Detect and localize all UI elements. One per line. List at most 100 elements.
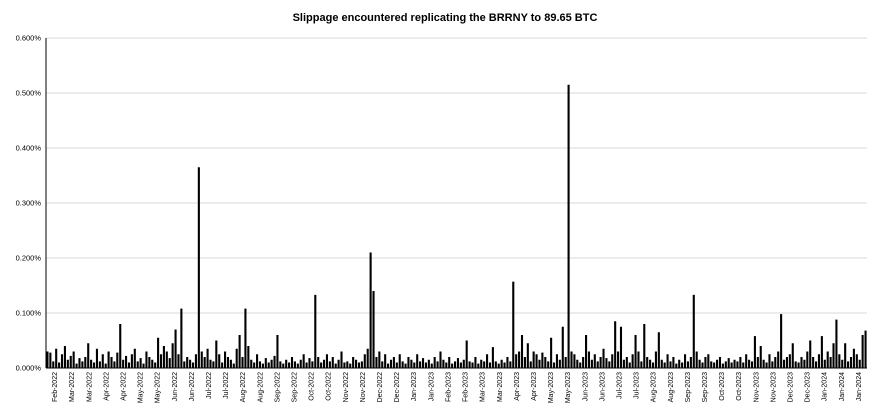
x-tick-label: Aug-2023 xyxy=(651,372,658,402)
bar xyxy=(759,346,762,368)
bar xyxy=(748,359,751,368)
bar xyxy=(657,332,660,368)
bar xyxy=(844,343,847,368)
bar xyxy=(483,361,486,368)
x-tick-label: Apr-2022 xyxy=(103,372,110,401)
bar xyxy=(104,363,107,368)
bar xyxy=(550,337,553,368)
bar xyxy=(727,358,730,368)
bar xyxy=(756,357,759,368)
x-tick-label: Oct-2023 xyxy=(719,372,726,401)
bar xyxy=(343,362,346,368)
bar xyxy=(235,348,238,368)
bar xyxy=(710,361,713,368)
bar xyxy=(180,308,183,368)
bar xyxy=(762,359,765,368)
bar xyxy=(509,361,512,368)
bar xyxy=(815,361,818,368)
bar xyxy=(352,357,355,368)
bar xyxy=(777,351,780,368)
x-tick-label: Sep-2022 xyxy=(292,372,299,402)
bar xyxy=(226,357,230,368)
y-tick-label: 0.000% xyxy=(16,364,42,373)
bar xyxy=(573,354,576,368)
x-tick-label: Oct-2023 xyxy=(736,372,743,401)
bar xyxy=(314,294,317,368)
y-tick-label: 0.600% xyxy=(16,34,42,43)
bar xyxy=(832,343,835,368)
bar xyxy=(334,363,337,368)
bar xyxy=(666,354,669,368)
bar xyxy=(855,354,858,368)
bar xyxy=(302,354,305,368)
y-axis-tick-labels: 0.000% 0.100% 0.200% 0.300% 0.400% 0.500% 0.60… xyxy=(16,34,42,373)
x-tick-label: Jun-2023 xyxy=(582,372,589,401)
bar xyxy=(151,359,154,368)
bar xyxy=(375,357,378,368)
x-tick-label: Sep-2023 xyxy=(702,372,709,402)
bar xyxy=(471,362,474,368)
bar xyxy=(442,359,445,368)
bar xyxy=(823,359,826,368)
x-tick-label: Jul-2023 xyxy=(616,372,623,399)
bar xyxy=(127,362,131,368)
bar xyxy=(445,362,448,368)
bar xyxy=(90,359,93,368)
bar xyxy=(157,337,160,368)
bar xyxy=(523,357,526,368)
bar xyxy=(92,362,96,368)
bar xyxy=(847,361,850,368)
bar xyxy=(803,359,806,368)
bar xyxy=(692,294,695,368)
bar xyxy=(401,361,404,368)
bar xyxy=(619,326,623,368)
bar xyxy=(392,357,395,368)
bar xyxy=(745,354,748,368)
bar xyxy=(424,362,427,368)
bar xyxy=(209,359,212,368)
bar xyxy=(355,359,358,368)
bar xyxy=(587,351,591,368)
bar xyxy=(558,359,561,368)
x-tick-label: Apr-2022 xyxy=(120,372,127,401)
bar xyxy=(72,351,75,368)
bar xyxy=(305,362,308,368)
bar xyxy=(84,357,87,368)
bar xyxy=(491,347,494,368)
bar xyxy=(290,357,294,368)
bar xyxy=(541,352,544,368)
bar xyxy=(480,359,483,368)
x-tick-label: Feb-2023 xyxy=(445,372,452,402)
bar xyxy=(130,354,133,368)
bar xyxy=(194,354,197,368)
bar xyxy=(663,362,666,368)
bar xyxy=(535,354,538,368)
bar xyxy=(224,351,227,368)
bar xyxy=(497,363,500,368)
bar xyxy=(296,363,299,368)
bar xyxy=(349,363,352,368)
bar xyxy=(189,359,192,368)
bar xyxy=(322,359,326,368)
x-tick-label: May-2023 xyxy=(565,372,572,403)
bar xyxy=(785,357,788,368)
bar xyxy=(864,330,867,368)
x-tick-label: May-2022 xyxy=(155,372,162,403)
bar xyxy=(372,291,375,368)
x-tick-label: Sep-2023 xyxy=(685,372,692,402)
bar xyxy=(340,351,343,368)
bar xyxy=(174,329,177,368)
x-axis-tick-labels: Feb-2022 Mar-2022 Mar-2022 Apr-2022 Apr-2022… xyxy=(52,372,863,403)
bar xyxy=(637,351,640,368)
bar xyxy=(200,351,203,368)
bar xyxy=(288,362,291,368)
x-tick-label: Jul-2022 xyxy=(206,372,213,399)
bar xyxy=(503,362,506,368)
x-tick-label: Mar-2022 xyxy=(69,372,76,402)
bars xyxy=(46,84,867,368)
bar xyxy=(628,362,631,368)
bar xyxy=(486,354,489,368)
bar xyxy=(518,351,521,368)
bar xyxy=(183,361,186,368)
bar xyxy=(689,357,692,368)
